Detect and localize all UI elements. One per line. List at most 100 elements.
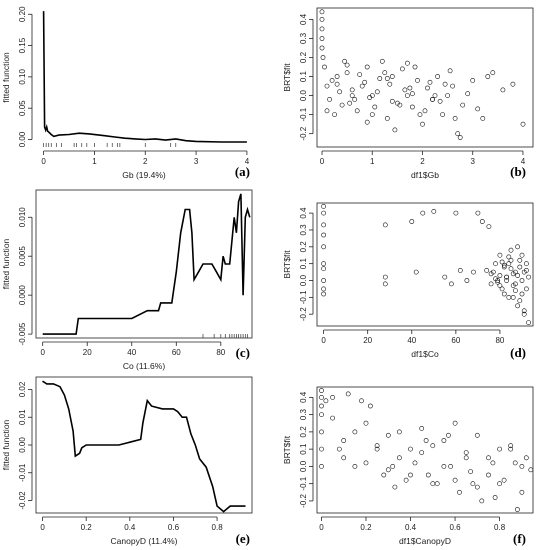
data-point xyxy=(457,135,463,140)
y-tick-label: 0.000 xyxy=(18,285,27,306)
data-point xyxy=(403,477,409,483)
data-point xyxy=(448,463,453,469)
x-tick-label: 0.2 xyxy=(360,523,372,532)
data-point xyxy=(471,269,476,275)
panel-label: (c) xyxy=(236,345,250,360)
data-point xyxy=(330,394,335,400)
data-point xyxy=(319,388,324,393)
data-point xyxy=(352,97,358,102)
y-tick-label: 0.05 xyxy=(18,100,27,116)
data-point xyxy=(382,70,388,76)
data-point xyxy=(385,432,391,438)
data-point xyxy=(515,244,520,250)
data-point xyxy=(419,450,425,455)
data-point xyxy=(519,278,525,283)
data-point xyxy=(344,70,350,76)
data-point xyxy=(321,203,326,209)
chart-panel-2: 0 1 2 3 4 -0.2 -0.1 0.0 0.1 0.2 0.3 0.4 df1$Gb BRT$fi… xyxy=(282,7,534,180)
data-point xyxy=(425,85,430,91)
panel-label: (d) xyxy=(510,345,526,360)
x-tick-label: 1 xyxy=(370,157,375,166)
data-point xyxy=(479,498,485,504)
data-point xyxy=(369,93,375,98)
data-point xyxy=(369,112,375,117)
x-tick-label: 20 xyxy=(363,336,372,345)
y-axis-title: BRT$fit xyxy=(282,435,292,464)
data-point xyxy=(517,264,523,270)
data-point xyxy=(364,119,370,125)
data-point xyxy=(420,121,425,127)
data-point xyxy=(517,298,523,304)
data-point xyxy=(337,89,342,95)
chart-panel-6: 0 0.2 0.4 0.6 0.8 -0.2 -0.1 0.0 0.1 0.2 0.3 0.4 df1$… xyxy=(282,386,534,546)
y-tick-label: -0.01 xyxy=(18,463,27,482)
data-point xyxy=(445,432,451,438)
y-tick-label: 0.2 xyxy=(299,241,308,253)
data-point xyxy=(409,219,415,224)
data-point xyxy=(485,74,491,79)
data-point xyxy=(399,66,405,72)
data-point xyxy=(495,279,501,285)
chart-panel-5: 0 0.2 0.4 0.6 0.8 -0.02 -0.01 0.00 0.01 0.02 Canop… xyxy=(1,376,253,546)
y-axis-title: fitted function xyxy=(1,419,11,470)
y-tick-label: 0.20 xyxy=(18,6,27,22)
data-point xyxy=(441,438,447,443)
data-point xyxy=(465,91,471,97)
data-point xyxy=(412,64,418,70)
y-tick-label: 0.0 xyxy=(299,89,308,101)
chart-panel-1: 0 1 2 3 4 0.00 0.05 0.10 0.15 0.20 Gb (19.4%) fitte… xyxy=(1,6,250,180)
x-tick-label: 80 xyxy=(216,348,225,357)
x-tick-label: 2 xyxy=(420,157,425,166)
data-point xyxy=(372,104,378,110)
data-point xyxy=(402,87,408,93)
data-point xyxy=(367,403,373,409)
data-point xyxy=(321,266,326,272)
data-point xyxy=(497,252,503,258)
data-point xyxy=(460,102,466,108)
data-point xyxy=(359,83,365,89)
data-point xyxy=(408,446,413,452)
data-point xyxy=(339,102,345,108)
y-axis-title: fitted function xyxy=(1,52,11,103)
data-point xyxy=(319,403,324,409)
y-tick-label: 0.010 xyxy=(18,207,27,228)
data-point xyxy=(319,412,324,417)
y-tick-label: 0.2 xyxy=(299,426,308,438)
y-tick-label: -0.2 xyxy=(299,126,308,140)
y-tick-label: 0.1 xyxy=(299,70,308,82)
data-point xyxy=(508,443,514,449)
data-point xyxy=(422,108,428,114)
data-point xyxy=(519,463,525,469)
data-point xyxy=(500,87,506,93)
data-point xyxy=(508,257,514,263)
data-point xyxy=(384,76,390,81)
data-point xyxy=(419,425,425,431)
data-point xyxy=(506,294,512,300)
y-tick-label: -0.02 xyxy=(18,491,27,510)
data-point xyxy=(363,420,369,426)
y-tick-label: 0.005 xyxy=(18,246,27,267)
x-tick-label: 80 xyxy=(495,336,504,345)
data-point xyxy=(463,455,469,461)
data-point xyxy=(319,446,324,452)
data-point xyxy=(321,222,326,228)
y-tick-label: 0.01 xyxy=(18,409,27,425)
x-tick-label: 0.6 xyxy=(449,523,461,532)
data-point xyxy=(359,398,364,404)
y-tick-label: 0.1 xyxy=(299,258,308,270)
data-point xyxy=(396,429,402,435)
panel-label: (f) xyxy=(513,531,526,546)
plot-frame xyxy=(35,189,253,339)
data-point xyxy=(452,116,458,121)
data-point xyxy=(442,81,448,87)
data-point xyxy=(493,276,498,282)
data-point xyxy=(499,286,505,292)
data-point xyxy=(349,87,355,93)
data-point xyxy=(508,446,514,452)
data-point xyxy=(517,257,523,263)
data-point xyxy=(345,391,351,397)
y-axis-title: BRT$fit xyxy=(282,63,292,92)
y-axis-title: fitted function xyxy=(1,238,11,289)
data-point xyxy=(334,81,340,87)
data-point xyxy=(442,274,448,280)
